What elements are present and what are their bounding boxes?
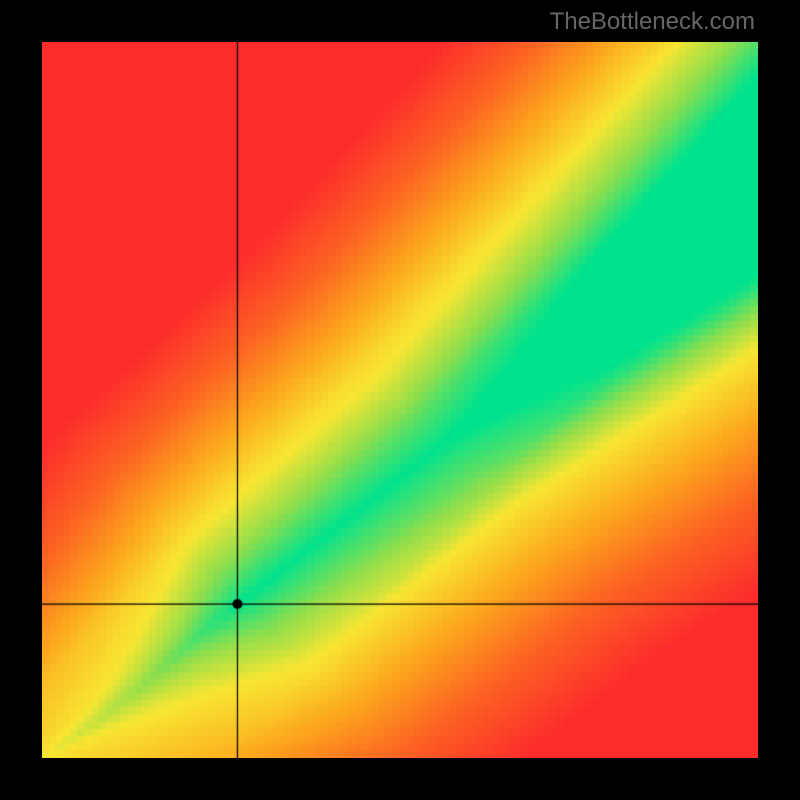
bottleneck-heatmap bbox=[42, 42, 758, 758]
heatmap-plot-area bbox=[42, 42, 758, 758]
watermark-text: TheBottleneck.com bbox=[550, 8, 755, 36]
